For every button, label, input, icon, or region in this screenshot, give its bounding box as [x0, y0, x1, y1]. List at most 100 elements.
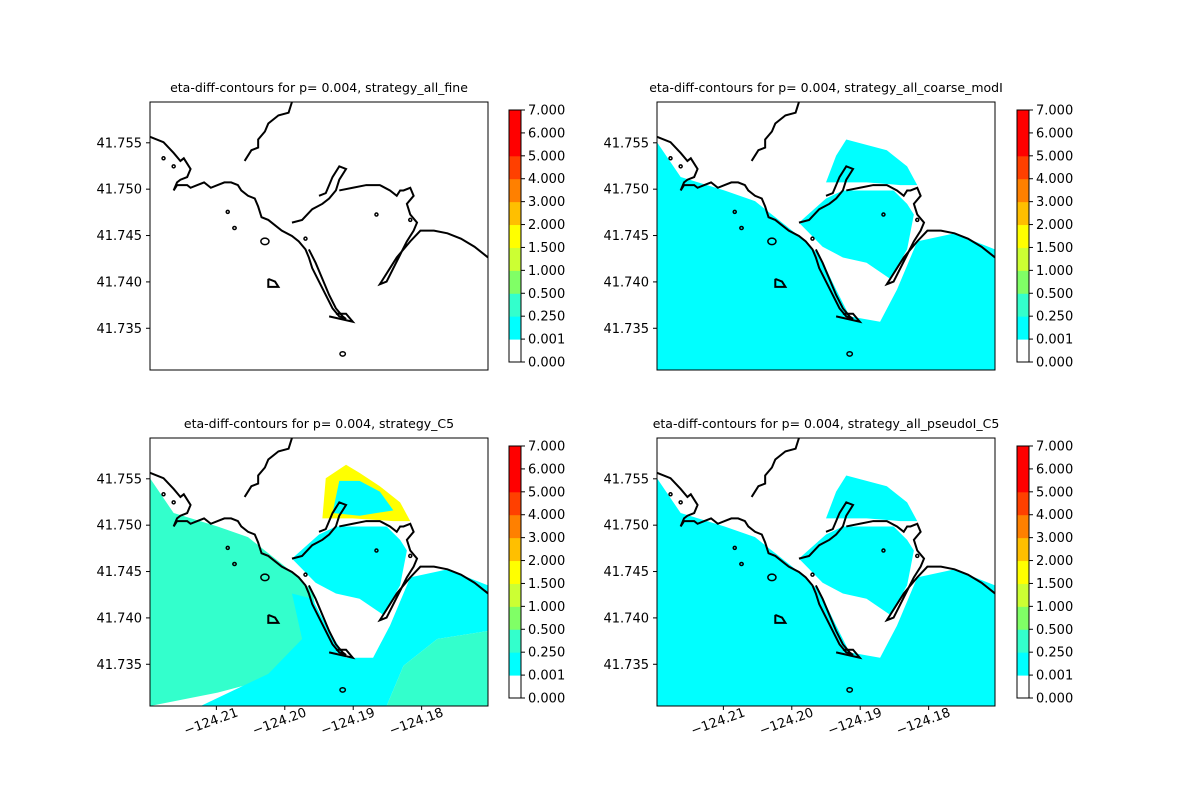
subplot-4: eta-diff-contours for p= 0.004, strategy… [604, 416, 1074, 739]
y-tick-label: 41.740 [604, 275, 650, 290]
colorbar-band [509, 339, 521, 363]
y-tick-label: 41.750 [97, 519, 143, 534]
plot-area [150, 438, 488, 706]
y-tick-label: 41.740 [97, 611, 143, 626]
island [339, 351, 347, 357]
coastline [799, 166, 853, 222]
contour-fill [798, 190, 914, 279]
coastline [846, 521, 995, 620]
coastline [657, 473, 853, 655]
y-tick-label: 41.735 [97, 658, 143, 673]
colorbar-tick-label: 1.000 [528, 600, 565, 615]
colorbar-tick-label: 1.500 [1036, 241, 1073, 256]
colorbar-tick-label: 3.000 [1036, 195, 1073, 210]
colorbar-band [509, 514, 521, 539]
y-tick-label: 41.750 [604, 183, 650, 198]
colorbar-band [1017, 247, 1029, 271]
colorbar-band [1017, 178, 1029, 203]
colorbar-tick-label: 3.000 [528, 531, 565, 546]
colorbar-band [1017, 339, 1029, 363]
colorbar: 0.000 0.001 0.250 0.500 1.000 1.500 2.000 3.000… [508, 440, 565, 707]
island [408, 553, 413, 559]
colorbar-tick-label: 4.000 [528, 172, 565, 187]
coastline [329, 314, 353, 322]
contour-fill [200, 569, 488, 706]
colorbar-band [509, 293, 521, 317]
colorbar-band [1017, 514, 1029, 539]
plot-area [657, 438, 995, 706]
colorbar: 0.000 0.001 0.250 0.500 1.000 1.500 2.000 3.000… [508, 104, 565, 371]
colorbar-tick-label: 7.000 [1036, 440, 1073, 455]
colorbar-band [509, 201, 521, 226]
island [732, 545, 737, 551]
colorbar-tick-label: 0.250 [528, 310, 565, 325]
colorbar-tick-label: 0.250 [528, 646, 565, 661]
subplot-2: eta-diff-contours for p= 0.004, strategy… [604, 80, 1073, 371]
colorbar-tick-label: 7.000 [1036, 104, 1073, 119]
island [339, 687, 347, 693]
coastline [245, 438, 292, 497]
coastline [245, 102, 292, 161]
contour-fill [798, 526, 914, 615]
island [915, 553, 920, 559]
colorbar-band [1017, 293, 1029, 317]
coastline [836, 314, 860, 322]
colorbar-tick-label: 3.000 [528, 195, 565, 210]
colorbar-tick-label: 5.000 [1036, 149, 1073, 164]
colorbar-frame [508, 445, 522, 699]
colorbar-tick-label: 0.000 [1036, 356, 1073, 371]
subplot-1: eta-diff-contours for p= 0.004, strategy… [97, 80, 565, 371]
island [171, 500, 176, 505]
island [225, 545, 230, 551]
colorbar-tick-label: 0.500 [528, 623, 565, 638]
island [303, 572, 308, 577]
subplot-title: eta-diff-contours for p= 0.004, strategy… [184, 416, 454, 431]
colorbar-band [509, 560, 521, 584]
island [678, 500, 683, 505]
colorbar: 0.000 0.001 0.250 0.500 1.000 1.500 2.000 3.000… [1016, 104, 1073, 371]
coastline [846, 185, 995, 284]
island [225, 209, 230, 215]
colorbar-band [1017, 110, 1029, 134]
coastline [329, 650, 353, 658]
coastline [339, 185, 488, 284]
y-tick-label: 41.745 [97, 565, 143, 580]
colorbar-band [509, 675, 521, 699]
island [668, 156, 673, 161]
island [881, 548, 886, 553]
y-tick-label: 41.755 [97, 136, 143, 151]
subplot-title: eta-diff-contours for p= 0.004, strategy… [649, 80, 1003, 95]
colorbar-band [509, 468, 521, 493]
coastline [150, 137, 346, 319]
colorbar-band [509, 178, 521, 203]
island [881, 212, 886, 217]
colorbar-tick-label: 5.000 [528, 485, 565, 500]
colorbar-tick-label: 0.001 [528, 669, 565, 684]
colorbar-band [1017, 270, 1029, 294]
colorbar-tick-label: 1.500 [528, 577, 565, 592]
island [739, 561, 744, 567]
colorbar-band [1017, 155, 1029, 180]
contour-fill [332, 480, 394, 516]
island [232, 561, 237, 567]
island [171, 164, 176, 169]
coastline [268, 615, 278, 623]
colorbar-band [509, 652, 521, 676]
island [739, 225, 744, 231]
colorbar-band [509, 316, 521, 340]
colorbar-tick-label: 6.000 [1036, 126, 1073, 141]
island [374, 548, 379, 553]
colorbar-tick-label: 4.000 [528, 508, 565, 523]
colorbar-band [509, 132, 521, 157]
island [767, 573, 777, 582]
colorbar-band [509, 583, 521, 607]
colorbar-tick-label: 0.000 [528, 356, 565, 371]
coastline [752, 438, 799, 497]
colorbar-tick-label: 1.000 [1036, 264, 1073, 279]
colorbar-tick-label: 6.000 [1036, 462, 1073, 477]
island [846, 351, 854, 357]
island [161, 156, 166, 161]
island [810, 236, 815, 241]
colorbar-frame [1016, 109, 1030, 363]
contour-fill [826, 139, 918, 186]
